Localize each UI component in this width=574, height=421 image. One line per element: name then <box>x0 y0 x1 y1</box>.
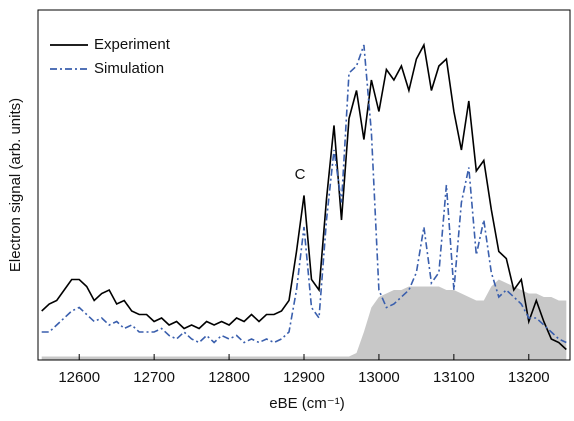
legend-label: Experiment <box>94 36 171 53</box>
x-tick-label: 13200 <box>508 369 550 386</box>
line <box>41 44 567 344</box>
x-axis-label: eBE (cm⁻¹) <box>269 395 344 412</box>
line <box>41 42 567 351</box>
x-tick-label: 12900 <box>283 369 325 386</box>
legend-label: Simulation <box>94 60 164 77</box>
x-tick-label: 12700 <box>133 369 175 386</box>
x-tick-label: 12600 <box>58 369 100 386</box>
annotation: C <box>295 166 306 183</box>
x-tick-label: 13000 <box>358 369 400 386</box>
y-axis-label: Electron signal (arb. units) <box>7 98 24 272</box>
area <box>41 279 567 360</box>
x-tick-label: 12800 <box>208 369 250 386</box>
x-tick-label: 13100 <box>433 369 475 386</box>
